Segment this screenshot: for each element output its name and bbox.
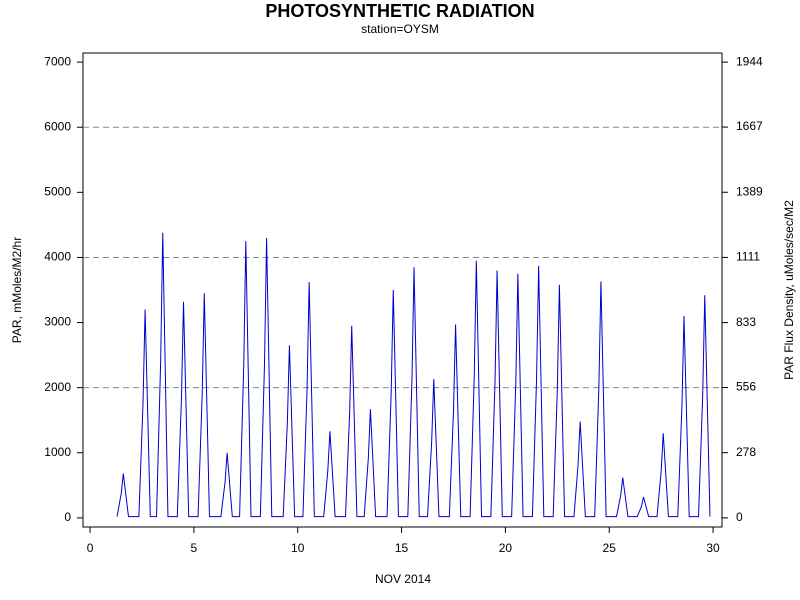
y2-tick-label: 1667 (736, 119, 763, 133)
y2-tick-label: 0 (736, 510, 743, 524)
y-tick-label: 4000 (44, 250, 71, 264)
y2-tick-label: 1944 (736, 54, 763, 68)
x-tick-label: 30 (706, 541, 720, 555)
x-tick-label: 5 (191, 541, 198, 555)
x-tick-label: 25 (603, 541, 617, 555)
chart-subtitle: station=OYSM (361, 22, 439, 36)
chart-title: PHOTOSYNTHETIC RADIATION (265, 1, 534, 21)
y2-tick-label: 278 (736, 445, 756, 459)
y-axis-label: PAR, mMoles/M2/hr (10, 237, 24, 343)
x-tick-label: 10 (291, 541, 305, 555)
x-tick-label: 20 (499, 541, 513, 555)
y-tick-label: 3000 (44, 315, 71, 329)
y-tick-label: 5000 (44, 185, 71, 199)
y2-axis-label: PAR Flux Density, uMoles/sec/M2 (782, 200, 796, 380)
y-tick-label: 2000 (44, 380, 71, 394)
x-tick-label: 15 (395, 541, 409, 555)
y-tick-label: 7000 (44, 54, 71, 68)
y2-tick-label: 833 (736, 315, 756, 329)
y2-tick-label: 1389 (736, 184, 763, 198)
x-axis-label: NOV 2014 (375, 572, 431, 586)
y-tick-label: 6000 (44, 119, 71, 133)
y2-tick-label: 556 (736, 380, 756, 394)
y2-tick-label: 1111 (736, 250, 760, 264)
data-line (116, 232, 711, 518)
x-tick-label: 0 (87, 541, 94, 555)
y-tick-label: 0 (64, 510, 71, 524)
plot-frame (82, 52, 723, 528)
y-tick-label: 1000 (44, 445, 71, 459)
